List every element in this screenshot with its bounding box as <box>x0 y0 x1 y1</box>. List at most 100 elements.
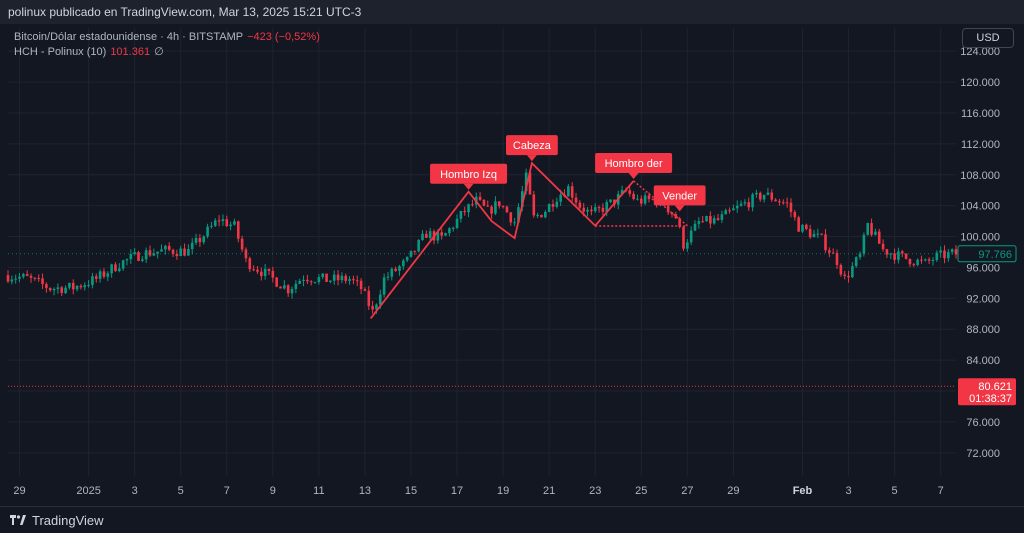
candle-body <box>260 271 263 277</box>
candle-body <box>943 250 946 259</box>
eye-off-icon[interactable]: ∅ <box>154 46 164 58</box>
candlestick-chart[interactable]: 72.00076.00080.00084.00088.00092.00096.0… <box>0 24 1024 506</box>
candle-body <box>436 232 440 241</box>
candle-body <box>651 199 655 201</box>
candle-body <box>701 221 704 223</box>
candle-body <box>375 304 378 310</box>
candle-body <box>87 284 90 286</box>
candle-body <box>152 253 156 256</box>
candle-body <box>206 226 209 237</box>
candle-body <box>325 273 328 282</box>
candle-body <box>321 273 325 278</box>
candle-body <box>240 238 244 250</box>
candle-body <box>916 259 919 265</box>
candle-body <box>94 276 98 279</box>
currency-button[interactable]: USD <box>962 28 1014 48</box>
candle-body <box>352 279 355 281</box>
candle-body <box>455 218 459 228</box>
y-tick-label: 72.000 <box>966 448 1000 460</box>
candle-body <box>294 283 298 289</box>
candle-body <box>862 234 866 254</box>
y-tick-label: 104.000 <box>960 201 1000 213</box>
candle-body <box>820 233 823 235</box>
hch-pattern-line <box>369 161 635 319</box>
candle-body <box>309 281 313 283</box>
indicator-name[interactable]: HCH - Polinux (10) <box>14 46 107 58</box>
candle-body <box>678 218 681 227</box>
candle-body <box>893 253 896 260</box>
x-tick-label: 21 <box>543 485 555 497</box>
tradingview-logo-icon[interactable] <box>10 508 26 533</box>
candle-body <box>578 202 582 208</box>
candle-body <box>601 207 605 212</box>
candle-body <box>755 192 758 195</box>
candle-body <box>64 287 67 294</box>
candle-body <box>283 285 286 289</box>
candle-body <box>267 268 271 271</box>
y-tick-label: 112.000 <box>961 139 1000 151</box>
annotation-label: Vender <box>662 190 697 202</box>
candle-body <box>639 198 643 204</box>
candle-body <box>570 186 574 198</box>
candle-body <box>709 215 712 224</box>
candle-body <box>440 232 444 236</box>
candle-body <box>378 294 382 305</box>
publish-header: polinux publicado en TradingView.com, Ma… <box>0 0 1024 24</box>
candle-body <box>317 277 321 283</box>
candle-body <box>405 256 409 261</box>
candle-body <box>858 253 862 258</box>
candle-body <box>302 279 305 282</box>
candle-body <box>590 209 593 212</box>
candle-body <box>908 258 912 265</box>
candle-body <box>950 249 954 253</box>
hline-price-tag <box>958 378 1016 406</box>
candle-body <box>954 249 958 255</box>
candle-body <box>256 269 259 272</box>
candle-body <box>48 288 52 291</box>
symbol-name[interactable]: Bitcoin/Dólar estadounidense · 4h · BITS… <box>14 31 244 43</box>
candle-body <box>636 198 639 200</box>
candle-body <box>735 205 739 209</box>
candle-body <box>574 197 578 203</box>
candle-body <box>363 289 367 291</box>
candle-body <box>171 249 175 254</box>
candle-body <box>279 286 282 289</box>
y-tick-label: 84.000 <box>966 355 1000 367</box>
candle-body <box>705 215 708 222</box>
candle-body <box>187 249 190 256</box>
candle-body <box>793 212 797 218</box>
candle-body <box>41 278 44 285</box>
last-price-label: 97.766 <box>978 249 1012 261</box>
candle-body <box>340 275 344 281</box>
y-tick-label: 124.000 <box>960 46 1000 58</box>
x-tick-label: 25 <box>635 485 647 497</box>
candle-body <box>68 282 71 288</box>
candle-body <box>471 204 474 206</box>
candle-body <box>221 219 225 221</box>
footer-brand[interactable]: TradingView <box>32 513 104 529</box>
chart-area[interactable]: 72.00076.00080.00084.00088.00092.00096.0… <box>0 24 1024 506</box>
candle-body <box>739 203 743 206</box>
candle-body <box>609 199 612 202</box>
candle-body <box>367 290 371 307</box>
candle-body <box>927 259 931 261</box>
candle-body <box>778 201 781 203</box>
candle-body <box>885 249 889 255</box>
candle-body <box>14 278 17 280</box>
candle-body <box>874 231 877 235</box>
candle-body <box>183 248 186 256</box>
candle-body <box>732 208 735 211</box>
x-tick-label: 29 <box>13 485 25 497</box>
candle-body <box>60 287 64 294</box>
candle-body <box>686 242 689 249</box>
candle-body <box>532 194 536 216</box>
y-tick-label: 116.000 <box>961 108 1000 120</box>
candle-body <box>402 260 405 267</box>
x-tick-label: 11 <box>313 485 324 497</box>
candle-body <box>939 250 942 253</box>
candle-body <box>586 209 589 212</box>
candle-body <box>478 196 482 200</box>
candle-body <box>106 273 110 277</box>
footer: TradingView <box>0 506 1024 532</box>
candle-body <box>797 217 800 232</box>
